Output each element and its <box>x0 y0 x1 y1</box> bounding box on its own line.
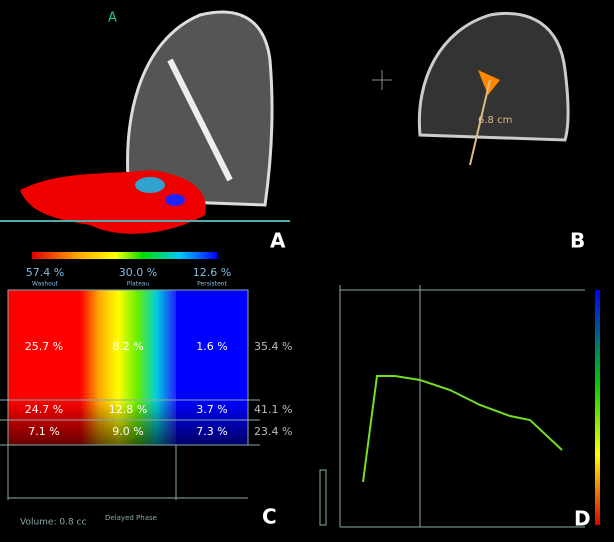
row-total: 41.1 % <box>254 403 292 416</box>
header-name: Plateau <box>127 281 150 288</box>
enhancement-spot <box>165 194 185 206</box>
panel-label: B <box>570 229 585 253</box>
panel-a: A A <box>0 10 290 259</box>
cell-value: 24.7 % <box>25 403 63 416</box>
scroll <box>319 469 327 526</box>
cell-value: 25.7 % <box>25 340 63 353</box>
row-total: 23.4 % <box>254 425 292 438</box>
panel-b: 6.8 cm B <box>372 12 585 253</box>
color-scale <box>595 290 600 525</box>
cell-value: 1.6 % <box>196 340 227 353</box>
volume: Volume: 0.8 cc <box>20 518 86 528</box>
color-scale <box>32 252 217 259</box>
marker: A <box>108 11 117 26</box>
cell-value: 7.3 % <box>196 425 227 438</box>
header-name: Persistent <box>197 281 227 288</box>
breast-image <box>417 12 570 142</box>
curve <box>362 375 563 483</box>
panel-c: Volume: 0.8 cc Delayed Phase C 57.4 % Was… <box>0 266 292 529</box>
shade <box>8 400 248 445</box>
panel-label: D <box>574 507 591 531</box>
cell-value: 3.7 % <box>196 403 227 416</box>
header-value: 30.0 % <box>119 266 157 279</box>
panel-label: C <box>262 505 277 529</box>
cell-value: 12.8 % <box>109 403 147 416</box>
panel-d: D <box>319 285 600 531</box>
phase: Delayed Phase <box>105 514 157 522</box>
breast-image <box>126 10 274 207</box>
header-value: 57.4 % <box>26 266 64 279</box>
enhancement-spot <box>135 177 165 193</box>
cell-value: 9.0 % <box>112 425 143 438</box>
cell-value: 8.2 % <box>112 340 143 353</box>
header-name: Washout <box>32 281 59 288</box>
panel-label: A <box>270 229 286 253</box>
measurement-line <box>469 79 491 166</box>
header-value: 12.6 % <box>193 266 231 279</box>
measurement: 6.8 cm <box>478 115 512 126</box>
cell-value: 7.1 % <box>28 425 59 438</box>
row-total: 35.4 % <box>254 340 292 353</box>
tissue <box>167 58 233 182</box>
